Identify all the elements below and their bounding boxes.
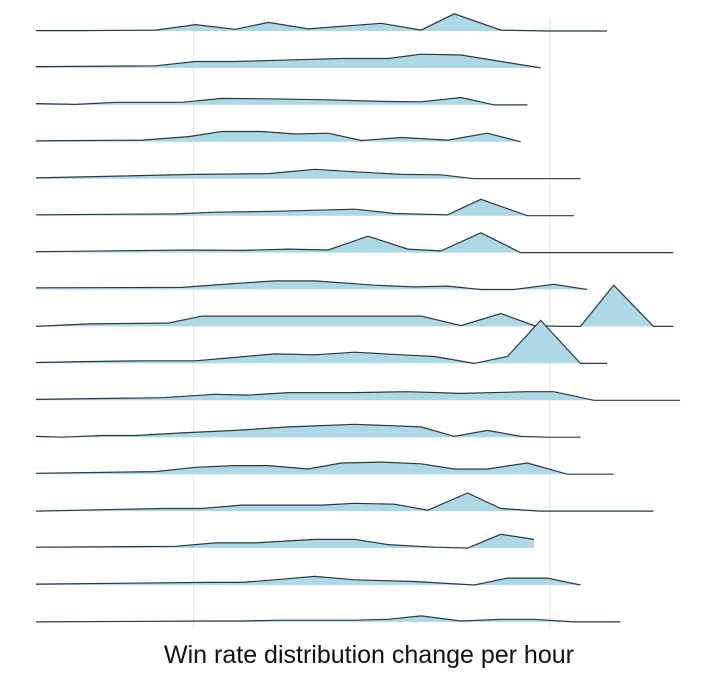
ridge-line-14 [35, 492, 654, 512]
ridge-area-8 [36, 280, 588, 290]
ridge-3 [35, 96, 528, 106]
ridge-area-11 [36, 391, 681, 401]
ridge-line-7 [35, 232, 674, 254]
ridge-line-11 [35, 391, 681, 401]
ridge-area-7 [36, 232, 674, 253]
ridge-13 [35, 461, 614, 475]
x-axis-label: Win rate distribution change per hour [164, 641, 574, 669]
ridge-line-8 [35, 280, 588, 291]
ridge-6 [35, 198, 574, 217]
ridge-line-3 [35, 96, 528, 106]
ridge-line-2 [35, 53, 541, 69]
ridge-area-14 [36, 493, 654, 512]
ridge-7 [35, 232, 674, 254]
ridge-line-13 [35, 461, 614, 475]
ridge-14 [35, 492, 654, 512]
ridge-line-4 [35, 130, 521, 143]
ridge-area-13 [36, 462, 614, 475]
ridge-line-17 [35, 615, 621, 623]
ridge-4 [35, 130, 521, 143]
ridge-9 [35, 284, 674, 327]
ridge-line-6 [35, 198, 574, 217]
ridge-10 [35, 319, 607, 365]
ridge-area-3 [36, 97, 528, 105]
ridge-11 [35, 391, 681, 401]
ridge-16 [35, 575, 581, 586]
ridge-8 [35, 280, 588, 291]
ridge-line-5 [35, 168, 581, 180]
ridge-area-6 [36, 199, 574, 216]
ridge-area-5 [36, 169, 581, 179]
ridge-line-10 [35, 319, 607, 365]
ridge-5 [35, 168, 581, 180]
ridge-area-9 [36, 285, 674, 327]
ridge-line-1 [36, 13, 607, 32]
ridge-line-16 [35, 575, 581, 586]
ridge-line-12 [35, 423, 581, 438]
ridge-2 [35, 53, 541, 69]
ridges [35, 13, 681, 623]
ridge-1 [36, 13, 607, 32]
ridge-12 [35, 423, 581, 438]
ridge-15 [35, 533, 535, 549]
ridge-area-1 [36, 13, 607, 32]
ridge-line-15 [35, 533, 535, 549]
ridge-17 [35, 615, 621, 623]
ridge-line-9 [35, 284, 674, 327]
ridge-area-2 [36, 54, 541, 68]
